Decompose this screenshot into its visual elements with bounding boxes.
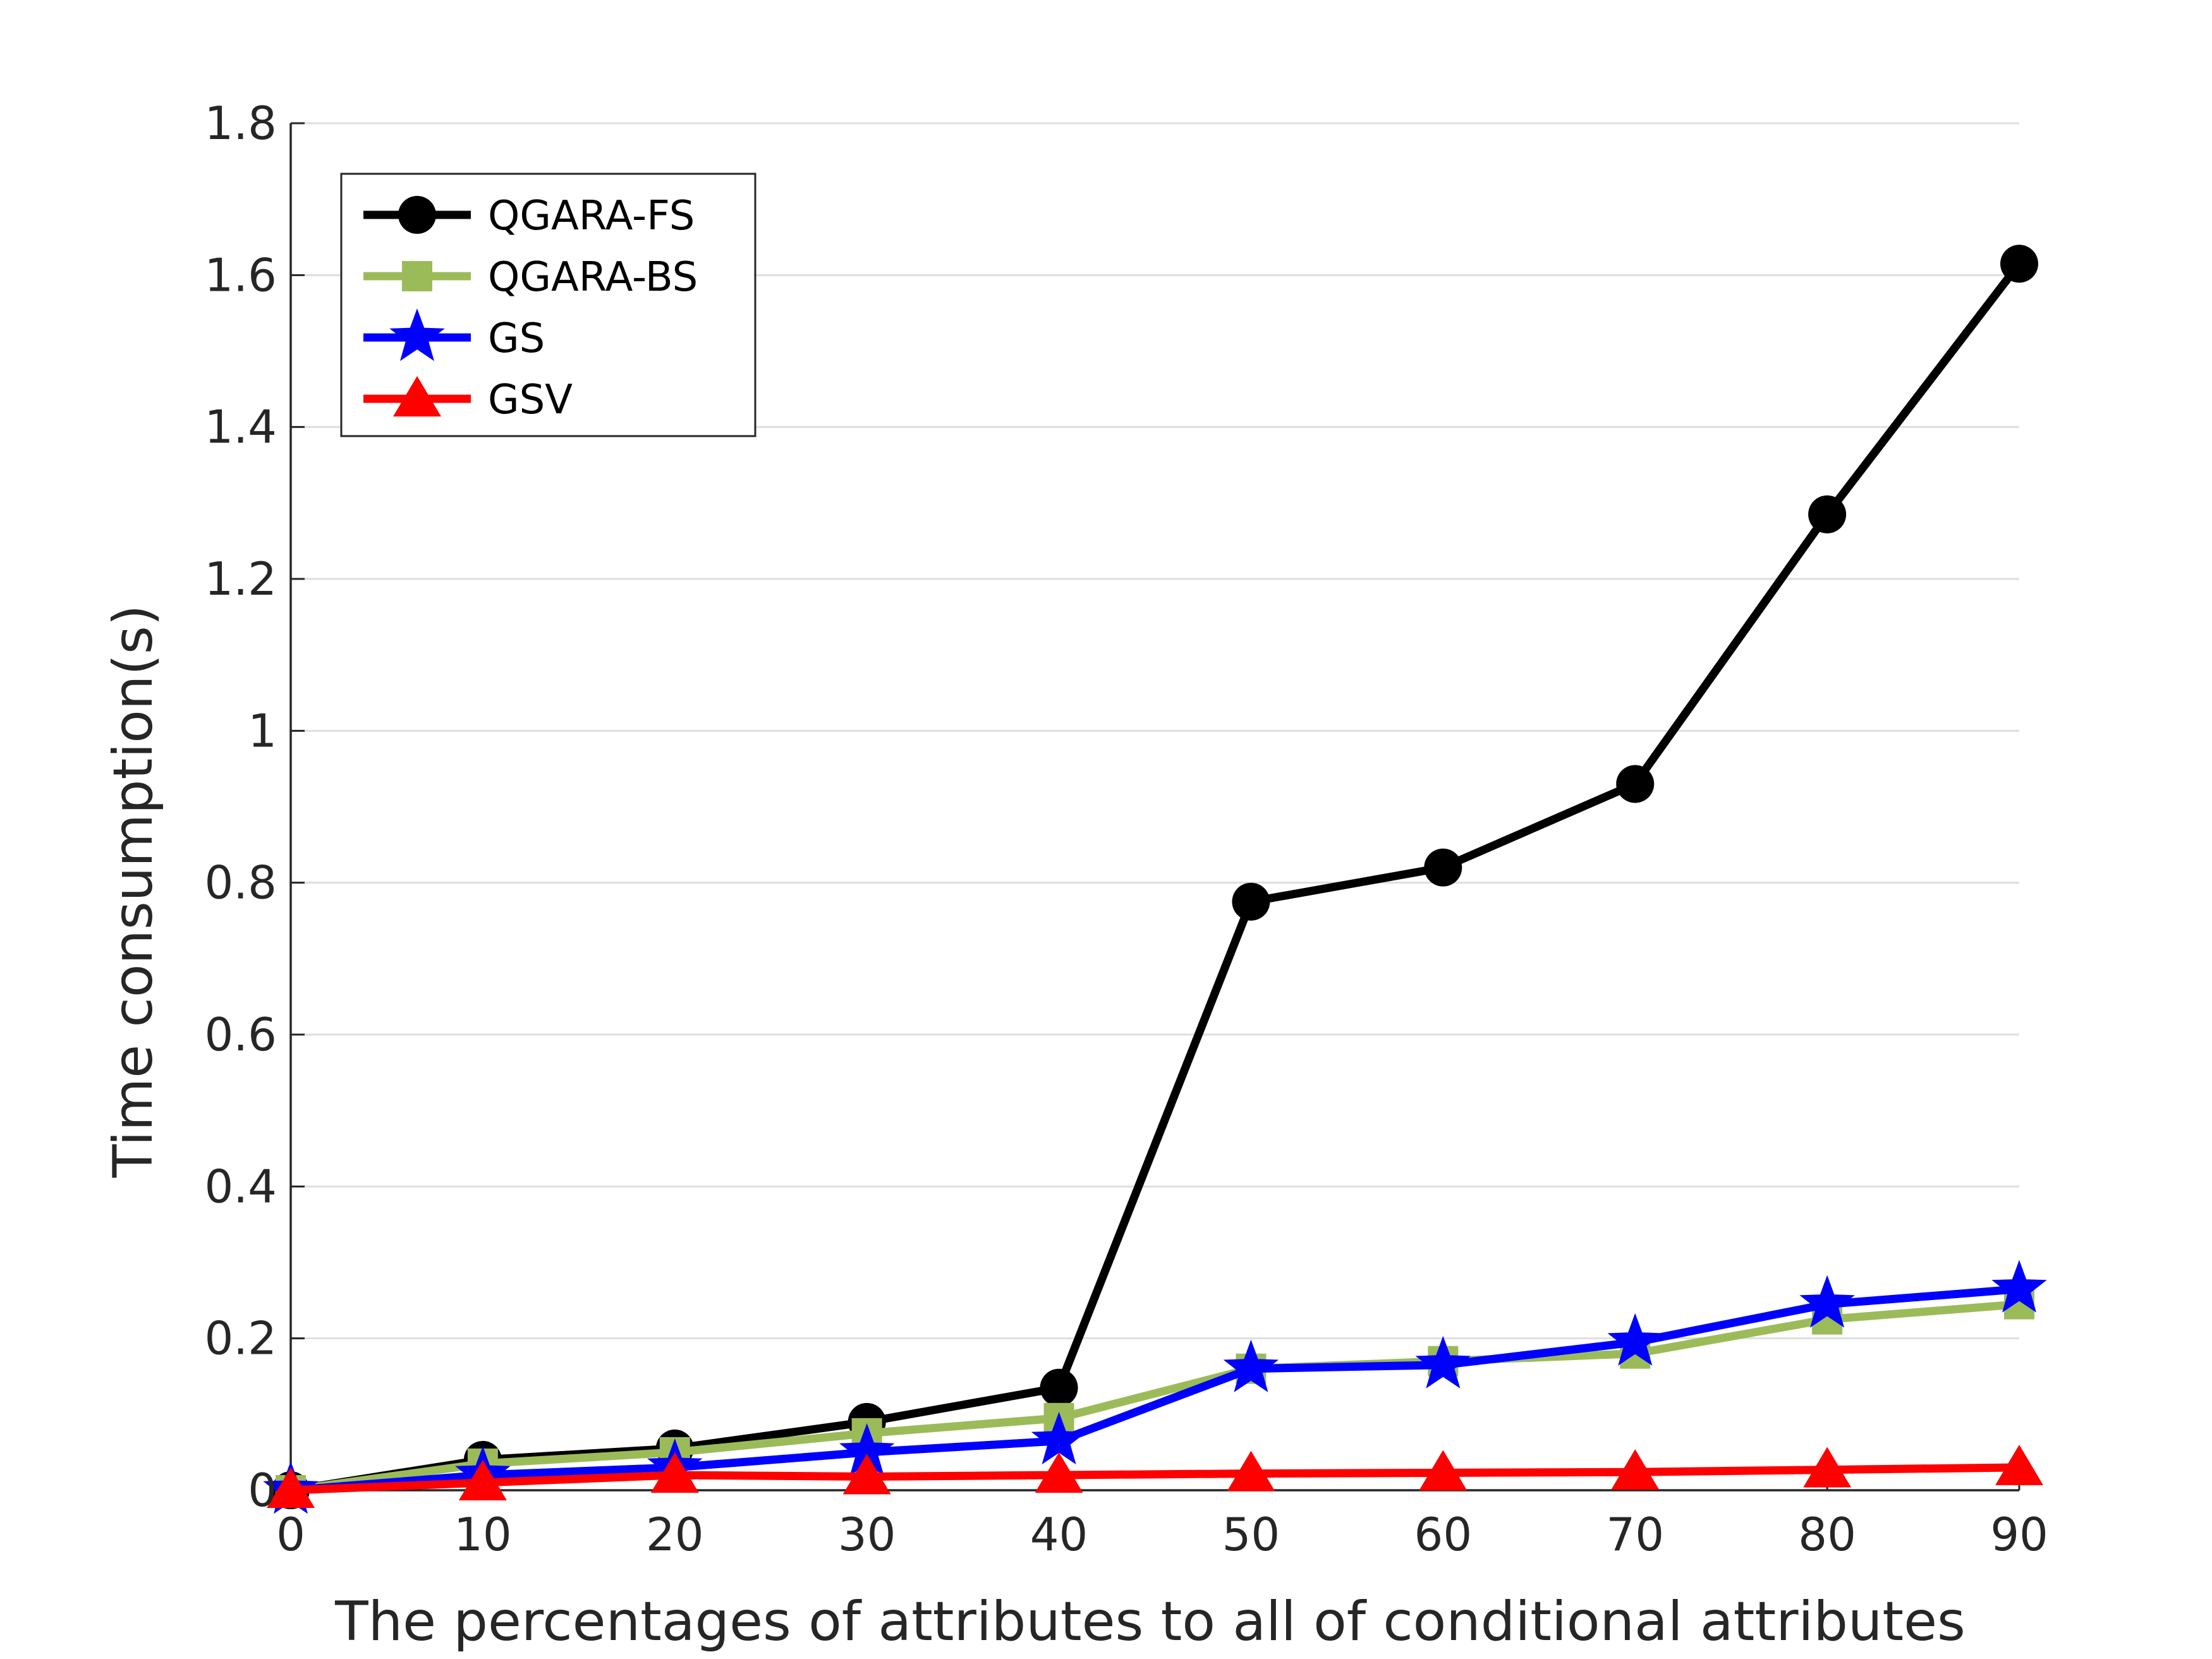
tick-labels: 0 0.2 0.4 0.6 0.8 1 1.2 1.4 1.6 1.8 0 10 20 30 40 50 60 7… <box>204 97 2048 1561</box>
data-point <box>1808 495 1847 533</box>
y-tick-label: 0.4 <box>204 1160 277 1213</box>
data-point <box>1424 848 1462 887</box>
legend-label: QGARA-BS <box>488 254 698 301</box>
legend-label: GSV <box>488 377 573 423</box>
legend-marker <box>389 308 445 362</box>
y-axis-title: Time consumption(s) <box>102 605 165 1179</box>
data-point <box>842 1454 891 1495</box>
data-point <box>2000 245 2038 283</box>
data-point <box>1607 1313 1663 1366</box>
data-point <box>1227 1450 1275 1492</box>
y-tick-label: 0.8 <box>204 856 277 909</box>
data-point <box>1419 1450 1468 1491</box>
data-point <box>1616 765 1655 803</box>
legend-item: GSV <box>363 376 573 423</box>
legend-label: GS <box>488 315 545 362</box>
x-tick-label: 50 <box>1222 1508 1280 1561</box>
x-tick-label: 60 <box>1414 1508 1473 1561</box>
y-tick-label: 1.6 <box>204 248 277 301</box>
series-line <box>290 1463 2020 1495</box>
data-point <box>1415 1335 1471 1389</box>
data-point <box>1995 1444 2043 1485</box>
y-tick-label: 0 <box>248 1464 277 1517</box>
data-point <box>1040 1368 1078 1407</box>
legend: QGARA-FS QGARA-BS GS GSV <box>340 173 757 437</box>
series-line <box>290 1285 2020 1495</box>
legend-item: QGARA-BS <box>363 254 698 301</box>
series-gsv <box>267 1444 2043 1508</box>
data-point <box>1611 1449 1660 1490</box>
data-point <box>650 1452 699 1493</box>
x-tick-label: 70 <box>1606 1508 1664 1561</box>
legend-label: QGARA-FS <box>488 193 695 240</box>
y-tick-label: 0.6 <box>204 1008 277 1061</box>
x-tick-label: 30 <box>838 1508 896 1561</box>
legend-item: GS <box>363 308 545 362</box>
x-tick-label: 80 <box>1798 1508 1856 1561</box>
data-point <box>1799 1275 1855 1328</box>
data-point <box>1991 1260 2047 1313</box>
series-line <box>290 1300 2020 1495</box>
data-point <box>458 1459 507 1500</box>
x-tick-label: 20 <box>646 1508 704 1561</box>
legend-marker <box>398 196 436 234</box>
series-group <box>263 245 2047 1514</box>
data-point <box>1803 1447 1852 1488</box>
series-line <box>289 261 2023 1495</box>
x-tick-label: 0 <box>276 1508 305 1561</box>
data-point <box>839 1423 895 1476</box>
x-tick-label: 40 <box>1030 1508 1088 1561</box>
y-tick-label: 1.8 <box>204 97 277 150</box>
x-tick-label: 10 <box>454 1508 512 1561</box>
data-point <box>267 1468 315 1508</box>
y-tick-label: 0.2 <box>204 1312 277 1365</box>
data-point <box>1031 1411 1087 1465</box>
y-tick-label: 1 <box>248 704 277 757</box>
legend-marker <box>402 261 432 291</box>
legend-marker <box>393 376 441 416</box>
data-point <box>1035 1452 1083 1493</box>
data-point <box>1223 1339 1279 1392</box>
y-tick-label: 1.4 <box>204 401 277 454</box>
x-tick-label: 90 <box>1990 1508 2048 1561</box>
legend-item: QGARA-FS <box>363 193 695 240</box>
data-point <box>1232 882 1270 921</box>
x-axis-title: The percentages of attributes to all of … <box>334 1590 1966 1653</box>
y-tick-label: 1.2 <box>204 552 277 605</box>
